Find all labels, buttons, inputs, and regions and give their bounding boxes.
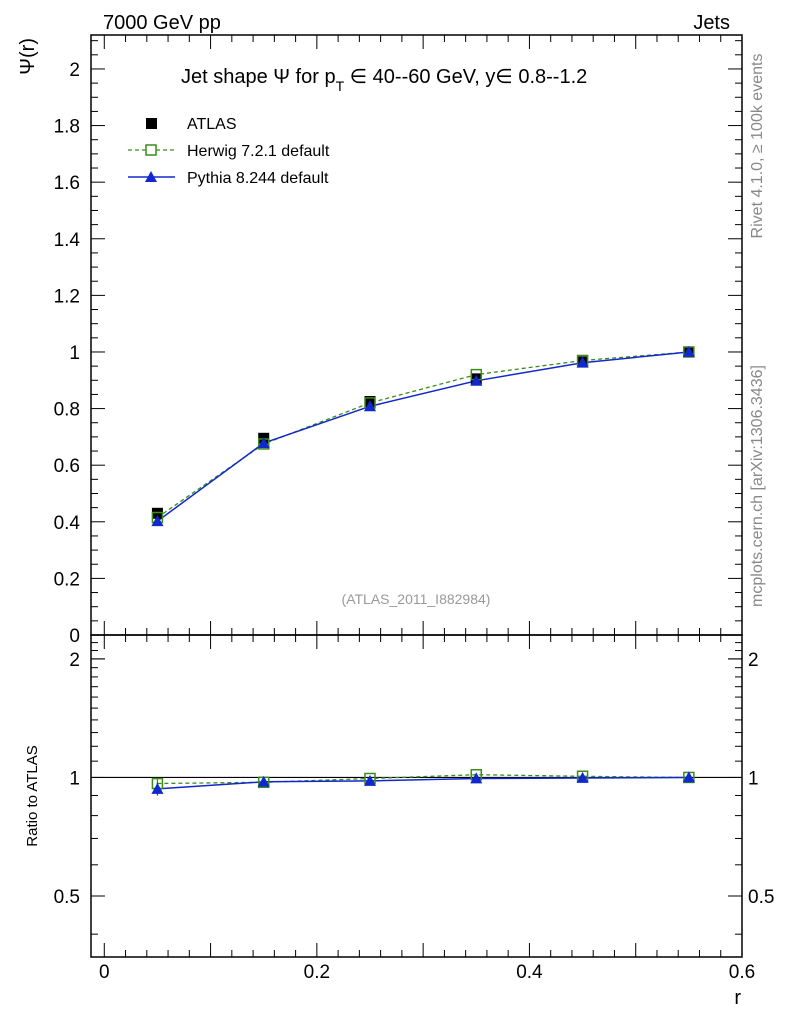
legend-pythia-marker (145, 171, 157, 182)
y-tick-label: 1.6 (54, 173, 80, 194)
chart-title-subscript: T (336, 78, 345, 94)
x-axis-label: r (734, 987, 741, 1009)
ratio-plot-frame (90, 634, 743, 958)
pythia-ratio-point (576, 771, 589, 783)
atlas-point (151, 507, 163, 519)
main-y-tick-labels: 0 0.2 0.4 0.6 0.8 1 1.2 1.4 1.6 1.8 2 (54, 60, 81, 647)
legend: ATLAS Herwig 7.2.1 default Pythia 8.244 … (128, 116, 330, 187)
herwig-ratio-line (157, 774, 689, 785)
ratio-y-axis-label: Ratio to ATLAS (24, 745, 41, 846)
x-tick-label: 0.6 (729, 962, 755, 983)
mcplots-label: mcplots.cern.ch [arXiv:1306.3436] (749, 365, 766, 607)
ratio-y-tick-label-right: 1 (748, 768, 759, 789)
chart-title-prefix: Jet shape Ψ for p (181, 66, 336, 88)
pythia-point (576, 356, 589, 368)
chart-title: Jet shape Ψ for pT ∈ 40--60 GeV, y∈ 0.8-… (181, 66, 587, 94)
chart-title-suffix: ∈ 40--60 GeV, y∈ 0.8--1.2 (344, 66, 587, 88)
pythia-ratio-point (470, 772, 483, 784)
pythia-point (363, 400, 377, 412)
y-tick-label: 1.4 (54, 230, 81, 251)
pythia-line (156, 351, 689, 522)
ratio-y-tick-label-right: 2 (748, 650, 759, 671)
header-left: 7000 GeV pp (103, 12, 221, 34)
analysis-watermark: (ATLAS_2011_I882984) (342, 591, 491, 607)
y-tick-label: 1 (69, 343, 80, 364)
pythia-point (151, 515, 164, 527)
legend-pythia-label: Pythia 8.244 default (187, 170, 329, 187)
y-tick-label: 2 (69, 60, 80, 81)
ratio-y-tick-label-left: 2 (69, 650, 80, 671)
legend-atlas-marker (146, 118, 157, 129)
ratio-y-tick-labels: 0.5 0.5 1 1 2 2 (54, 650, 775, 908)
y-axis-label: Ψ(r) (17, 38, 39, 75)
ratio-plot-series (151, 768, 695, 796)
y-tick-label: 0.2 (54, 569, 80, 590)
main-axis-ticks (91, 35, 743, 636)
ratio-y-tick-label-right: 0.5 (748, 887, 774, 908)
herwig-line (157, 351, 689, 519)
ratio-y-tick-label-left: 0.5 (54, 887, 80, 908)
legend-herwig-marker (145, 144, 157, 156)
pythia-ratio-point (151, 782, 164, 794)
pythia-point (257, 437, 270, 449)
y-tick-label: 0.8 (54, 400, 80, 421)
pythia-ratio-point (363, 774, 377, 786)
pythia-point (470, 374, 483, 386)
pythia-ratio-line (157, 776, 689, 790)
y-tick-label: 1.2 (54, 286, 80, 307)
legend-herwig-label: Herwig 7.2.1 default (187, 143, 330, 160)
ratio-axis-ticks (91, 635, 743, 957)
y-tick-label: 1.8 (54, 117, 80, 138)
header-right: Jets (693, 12, 730, 34)
pythia-ratio-point (257, 775, 270, 787)
x-tick-labels: 0 0.2 0.4 0.6 (99, 962, 755, 983)
legend-atlas-label: ATLAS (187, 116, 237, 133)
y-tick-label: 0 (69, 626, 80, 647)
pythia-ratio-point (682, 771, 695, 783)
rivet-version-label: Rivet 4.1.0, ≥ 100k events (749, 54, 766, 239)
ratio-y-tick-label-left: 1 (69, 768, 80, 789)
pythia-point (682, 345, 695, 357)
x-tick-label: 0.2 (304, 962, 330, 983)
x-tick-label: 0.4 (516, 962, 543, 983)
y-tick-label: 0.4 (54, 513, 81, 534)
y-tick-label: 0.6 (54, 456, 80, 477)
x-tick-label: 0 (99, 962, 110, 983)
main-plot-series (151, 345, 695, 527)
